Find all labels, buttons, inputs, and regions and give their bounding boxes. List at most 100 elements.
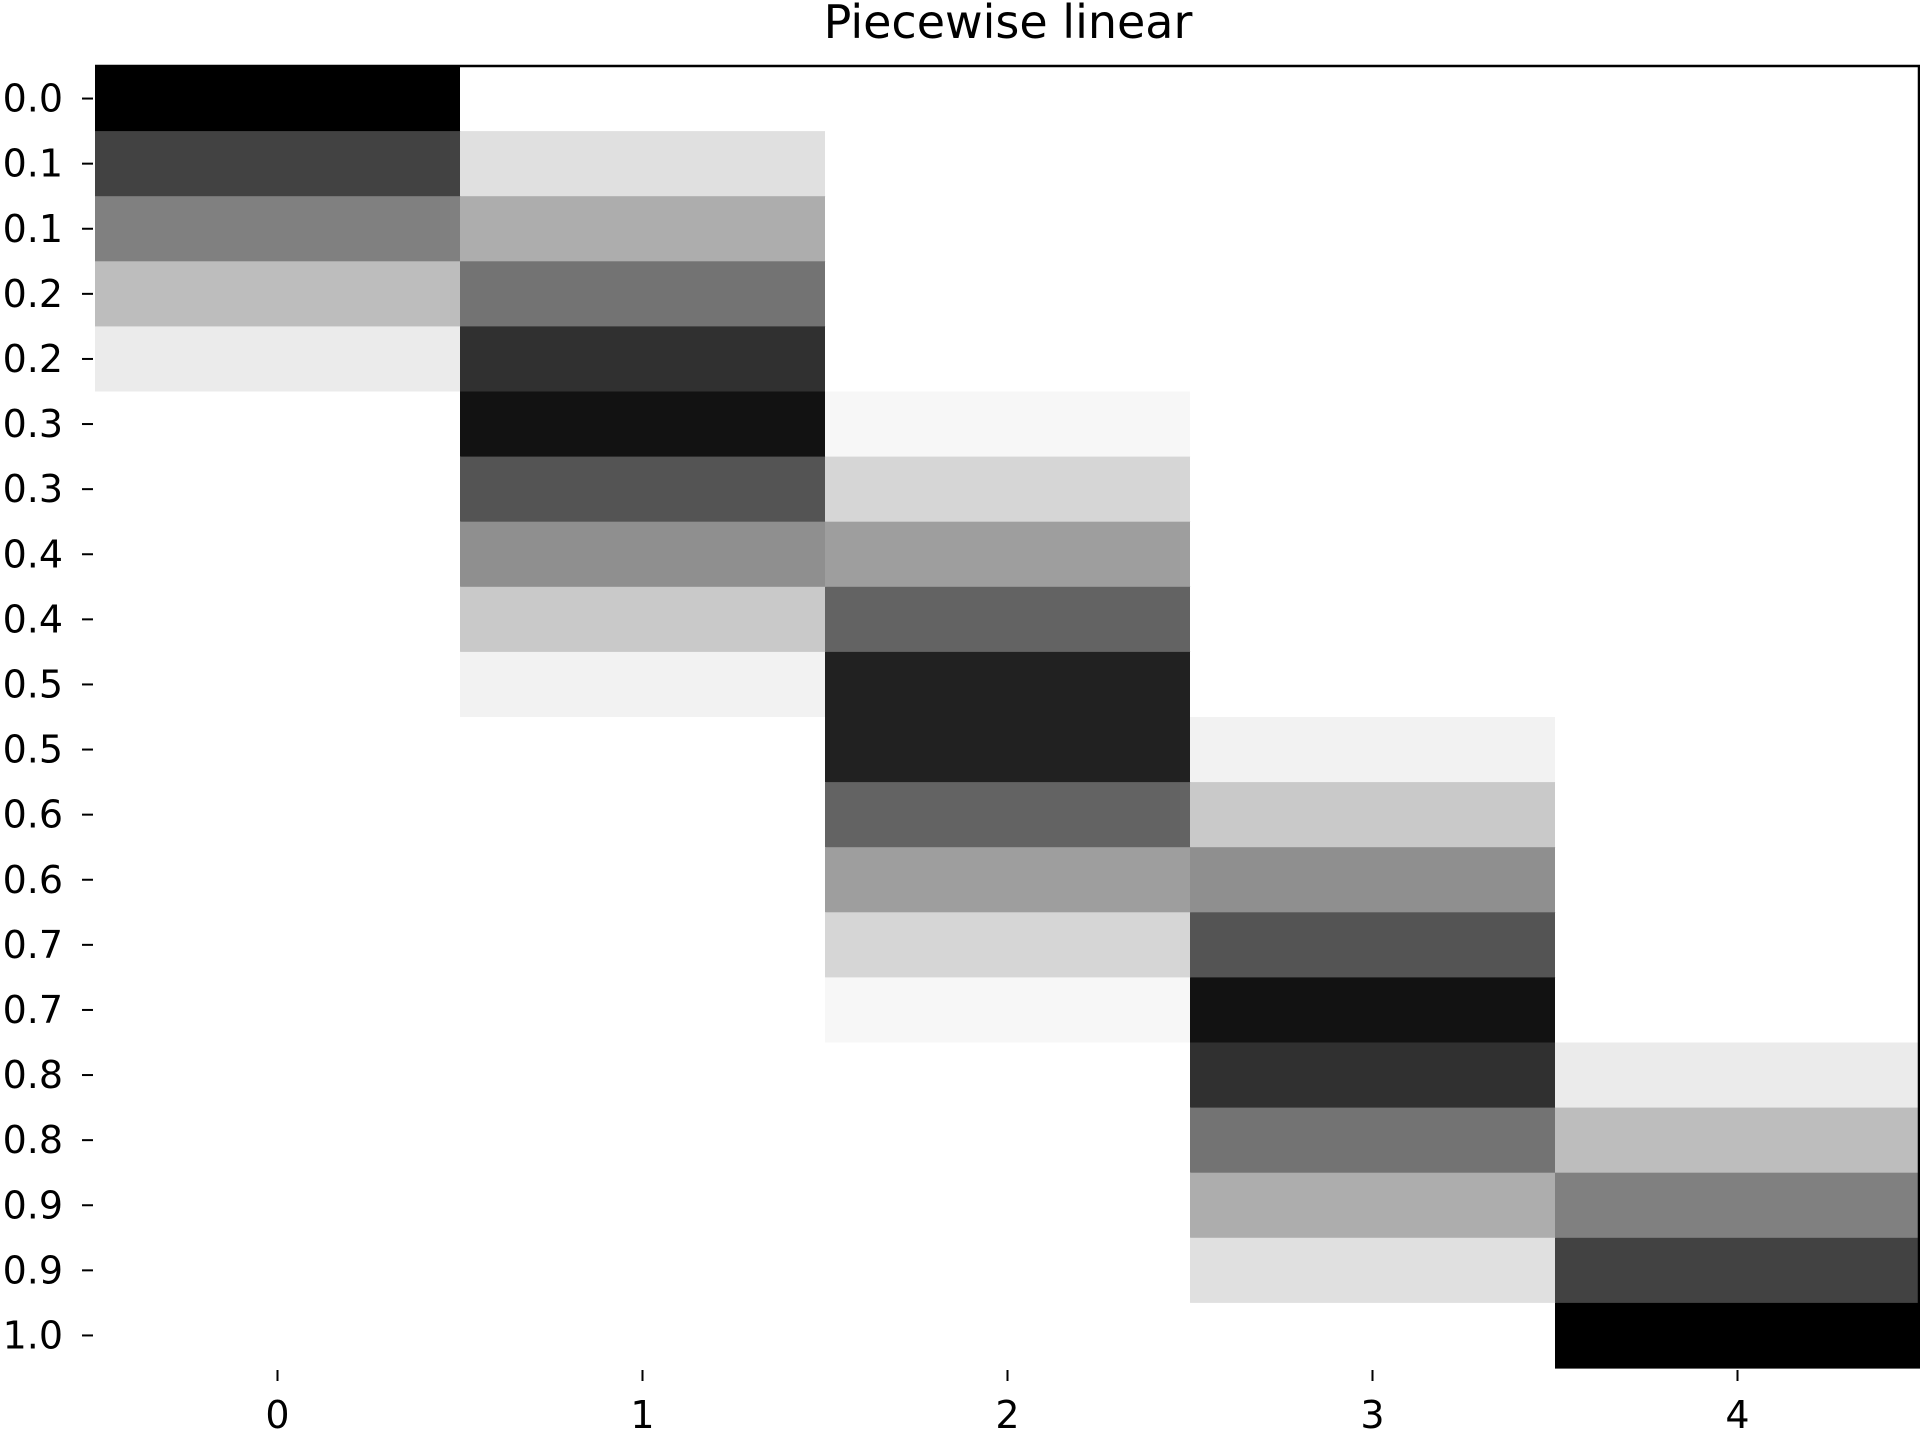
heatmap-cell <box>95 586 461 653</box>
y-tick-label: 0.5 <box>3 662 63 706</box>
y-tick-label: 1.0 <box>3 1313 63 1357</box>
heatmap-cell <box>1190 847 1556 913</box>
heatmap-cell <box>1190 717 1556 783</box>
heatmap-cell <box>825 717 1191 783</box>
heatmap-cell <box>1190 1237 1556 1304</box>
heatmap-cell <box>825 847 1191 913</box>
heatmap-cell <box>1190 1042 1556 1109</box>
heatmap-cell <box>95 456 461 523</box>
heatmap-cell <box>1190 521 1556 588</box>
heatmap-cell <box>825 66 1191 132</box>
heatmap-cell <box>1555 1042 1920 1109</box>
x-axis-ticks: 0 1 2 3 4 <box>265 1370 1750 1437</box>
heatmap-cell <box>95 326 461 393</box>
heatmap-cell <box>1555 782 1920 848</box>
heatmap-cells <box>95 66 1920 1369</box>
heatmap-cell <box>95 1107 461 1174</box>
x-tick-label: 0 <box>265 1393 289 1437</box>
chart-title: Piecewise linear <box>824 0 1193 49</box>
heatmap-cell <box>1555 261 1920 327</box>
axes <box>95 64 1920 1368</box>
heatmap-cell <box>460 1302 826 1369</box>
heatmap-cell <box>1555 1237 1920 1304</box>
heatmap-cell <box>460 1237 826 1304</box>
heatmap-cell <box>460 977 826 1044</box>
heatmap-cell <box>1555 1172 1920 1239</box>
heatmap-cell <box>95 977 461 1044</box>
heatmap-cell <box>95 131 461 197</box>
heatmap-cell <box>1555 1107 1920 1174</box>
heatmap-cell <box>460 131 826 197</box>
heatmap-cell <box>825 651 1191 718</box>
heatmap-cell <box>1190 66 1556 132</box>
heatmap-cell <box>460 66 826 132</box>
heatmap-cell <box>1555 912 1920 978</box>
heatmap-cell <box>1555 977 1920 1044</box>
heatmap-cell <box>95 66 461 132</box>
y-tick-label: 0.3 <box>3 402 63 446</box>
y-tick-label: 0.7 <box>3 923 63 967</box>
heatmap-cell <box>1555 131 1920 197</box>
heatmap-cell <box>95 196 461 262</box>
heatmap-cell <box>825 1107 1191 1174</box>
heatmap-cell <box>460 1172 826 1239</box>
y-tick-label: 0.8 <box>3 1053 63 1097</box>
y-tick-label: 0.5 <box>3 728 63 772</box>
heatmap-cell <box>95 1172 461 1239</box>
y-tick-label: 0.2 <box>3 337 63 381</box>
heatmap-cell <box>1555 586 1920 653</box>
heatmap-cell <box>1555 717 1920 783</box>
heatmap-cell <box>460 456 826 523</box>
heatmap-cell <box>825 912 1191 978</box>
heatmap-cell <box>1190 456 1556 523</box>
heatmap-cell <box>1555 66 1920 132</box>
heatmap-cell <box>1190 1172 1556 1239</box>
x-tick-label: 3 <box>1360 1393 1384 1437</box>
heatmap-cell <box>1190 391 1556 458</box>
y-tick-label: 0.4 <box>3 597 63 641</box>
heatmap-cell <box>825 326 1191 393</box>
heatmap-cell <box>460 912 826 978</box>
heatmap-cell <box>95 912 461 978</box>
heatmap-cell <box>1555 456 1920 523</box>
heatmap-cell <box>1190 1302 1556 1369</box>
heatmap-cell <box>825 391 1191 458</box>
heatmap-cell <box>1555 1302 1920 1369</box>
heatmap-cell <box>825 586 1191 653</box>
heatmap-cell <box>95 1042 461 1109</box>
heatmap-cell <box>95 847 461 913</box>
heatmap-cell <box>1555 326 1920 393</box>
heatmap-cell <box>1190 586 1556 653</box>
heatmap-cell <box>460 391 826 458</box>
heatmap-cell <box>1190 782 1556 848</box>
heatmap-cell <box>95 651 461 718</box>
heatmap-cell <box>1555 521 1920 588</box>
heatmap-cell <box>1555 196 1920 262</box>
x-tick-label: 4 <box>1725 1393 1749 1437</box>
heatmap-cell <box>460 196 826 262</box>
heatmap-cell <box>825 1237 1191 1304</box>
y-tick-label: 0.3 <box>3 467 63 511</box>
heatmap-cell <box>825 1172 1191 1239</box>
heatmap-cell <box>1190 651 1556 718</box>
heatmap-cell <box>460 326 826 393</box>
heatmap-cell <box>1190 261 1556 327</box>
heatmap-cell <box>1190 196 1556 262</box>
heatmap-cell <box>1190 1107 1556 1174</box>
y-tick-label: 0.9 <box>3 1183 63 1227</box>
heatmap-cell <box>1190 326 1556 393</box>
x-tick-label: 1 <box>630 1393 654 1437</box>
heatmap-cell <box>460 847 826 913</box>
y-tick-label: 0.2 <box>3 272 63 316</box>
y-axis-ticks: 0.0 0.1 0.1 0.2 0.2 0.3 0.3 0.4 0.4 0.5 0.5 0.6 0.6 0… <box>3 77 93 1357</box>
heatmap-cell <box>825 131 1191 197</box>
heatmap-cell <box>825 1302 1191 1369</box>
heatmap-cell <box>1555 391 1920 458</box>
heatmap-cell <box>825 456 1191 523</box>
heatmap-cell <box>1190 131 1556 197</box>
heatmap-cell <box>460 586 826 653</box>
y-tick-label: 0.1 <box>3 207 63 251</box>
heatmap-cell <box>460 1042 826 1109</box>
